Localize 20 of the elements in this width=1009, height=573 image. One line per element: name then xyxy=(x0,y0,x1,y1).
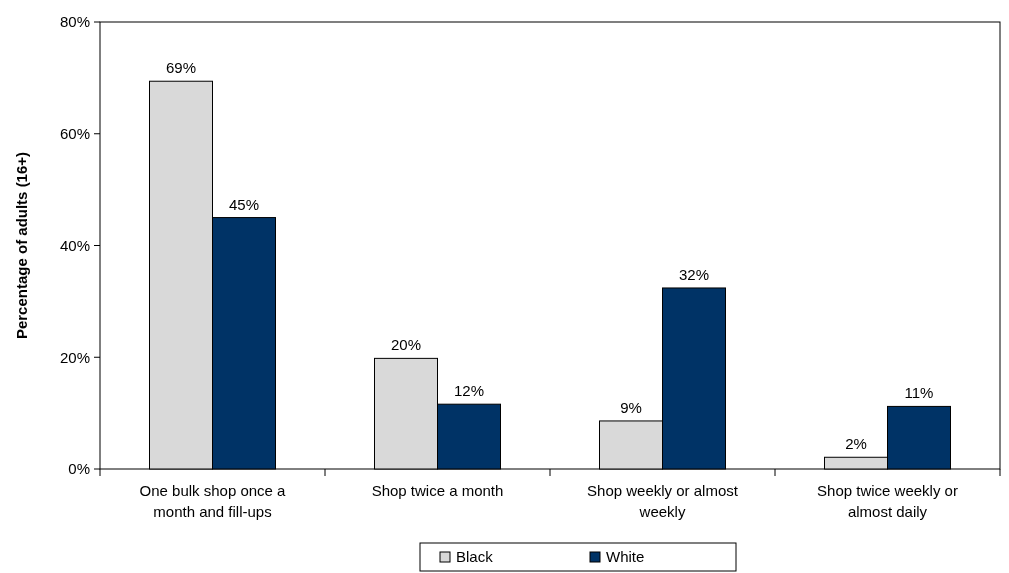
legend-label: Black xyxy=(456,548,494,566)
data-label: 69% xyxy=(165,59,197,77)
legend-label: White xyxy=(606,548,645,566)
y-axis-title: Percentage of adults (16+) xyxy=(13,151,31,340)
data-label: 32% xyxy=(678,265,710,283)
y-tick-label: 60% xyxy=(59,125,90,142)
y-tick-label: 0% xyxy=(68,460,90,478)
data-label: 12% xyxy=(453,382,485,400)
data-label: 20% xyxy=(390,336,422,354)
data-label: 2% xyxy=(845,435,867,453)
x-tick-label: Shop twice weekly or almost daily xyxy=(817,482,958,520)
y-tick-label: 40% xyxy=(59,236,90,254)
data-label: 11% xyxy=(904,384,934,402)
y-tick-label: 80% xyxy=(59,13,90,31)
x-tick-label: Shop weekly or almost weekly xyxy=(587,482,739,520)
x-tick-label: Shop twice a month xyxy=(371,482,504,499)
data-label: 9% xyxy=(620,398,642,416)
data-label: 45% xyxy=(228,195,260,213)
x-tick-label: One bulk shop once a month and fill-ups xyxy=(139,482,287,520)
y-tick-label: 20% xyxy=(59,348,90,366)
